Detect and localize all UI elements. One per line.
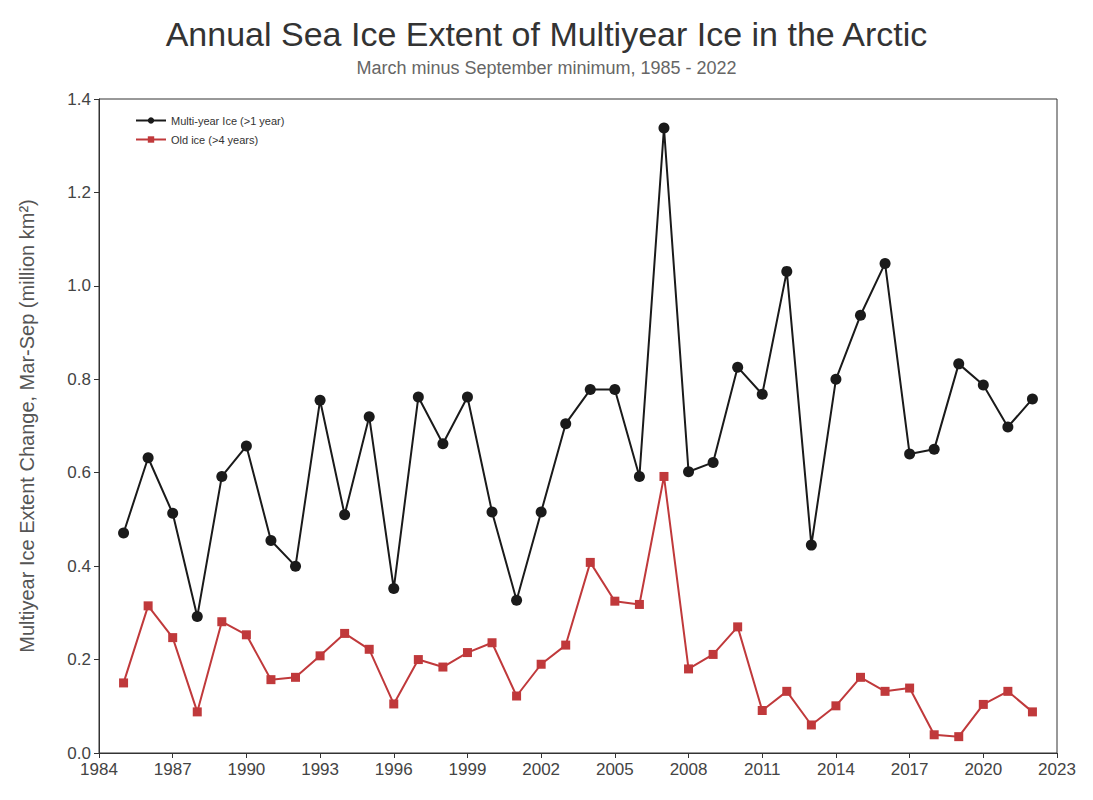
svg-text:1984: 1984 <box>80 760 118 779</box>
svg-text:0.8: 0.8 <box>67 370 91 389</box>
svg-text:1993: 1993 <box>301 760 339 779</box>
svg-text:Multiyear Ice Extent Change, M: Multiyear Ice Extent Change, Mar-Sep (mi… <box>16 199 38 652</box>
svg-text:0.0: 0.0 <box>67 743 91 763</box>
svg-text:1987: 1987 <box>154 760 192 779</box>
svg-text:2005: 2005 <box>596 760 634 779</box>
svg-text:1996: 1996 <box>375 760 413 779</box>
svg-text:2017: 2017 <box>891 760 929 779</box>
svg-text:1.2: 1.2 <box>67 183 91 202</box>
svg-text:0.6: 0.6 <box>67 463 91 482</box>
svg-text:0.4: 0.4 <box>67 557 91 576</box>
svg-text:2011: 2011 <box>744 760 781 779</box>
svg-text:2008: 2008 <box>670 760 708 779</box>
svg-text:1.4: 1.4 <box>67 90 91 109</box>
svg-text:2014: 2014 <box>817 760 855 779</box>
svg-text:Multi-year Ice (>1 year): Multi-year Ice (>1 year) <box>171 115 284 127</box>
svg-text:2023: 2023 <box>1038 760 1076 779</box>
svg-text:0.2: 0.2 <box>67 650 91 669</box>
svg-text:2020: 2020 <box>964 760 1002 779</box>
svg-text:1990: 1990 <box>227 760 265 779</box>
svg-text:2002: 2002 <box>522 760 560 779</box>
svg-text:Old ice (>4 years): Old ice (>4 years) <box>171 134 258 146</box>
svg-text:1.0: 1.0 <box>67 276 91 295</box>
svg-text:1999: 1999 <box>449 760 487 779</box>
svg-text:Annual Sea Ice Extent of Multi: Annual Sea Ice Extent of Multiyear Ice i… <box>166 15 928 53</box>
svg-text:March minus September minimum,: March minus September minimum, 1985 - 20… <box>356 58 736 78</box>
